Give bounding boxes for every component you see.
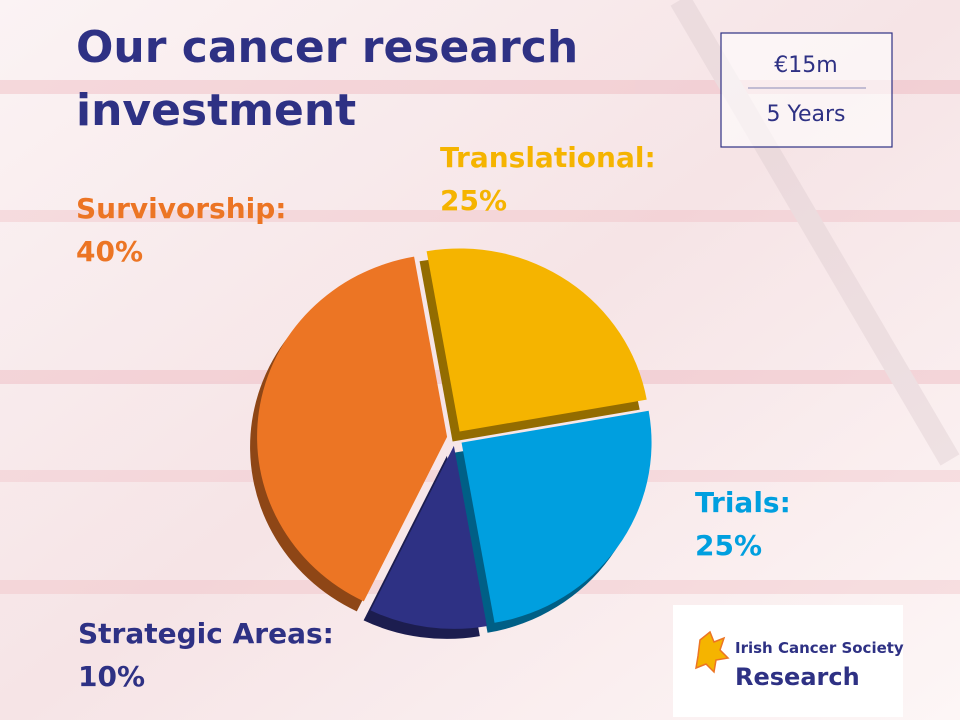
slice: [461, 410, 652, 623]
pie: [250, 248, 652, 639]
slice: [257, 256, 448, 602]
slice-label: Trials:: [695, 486, 791, 519]
duration: 5 Years: [766, 102, 845, 127]
chart-title: Our cancer research investment: [76, 22, 578, 136]
summary-box: [720, 32, 893, 148]
slice-label: Translational:: [440, 141, 656, 174]
slice-label: Strategic Areas:: [78, 617, 334, 650]
total-amount: €15m: [774, 53, 837, 78]
slice: [426, 248, 647, 432]
logo-subtitle: Research: [735, 663, 860, 691]
logo-icon: [695, 630, 730, 674]
slice: [370, 445, 487, 629]
logo-name: Irish Cancer Society: [735, 639, 904, 657]
value-label: 10%: [78, 660, 145, 693]
value-label: 25%: [695, 529, 762, 562]
value-label: 40%: [76, 235, 143, 268]
value-label: 25%: [440, 184, 507, 217]
slice-label: Survivorship:: [76, 192, 287, 225]
